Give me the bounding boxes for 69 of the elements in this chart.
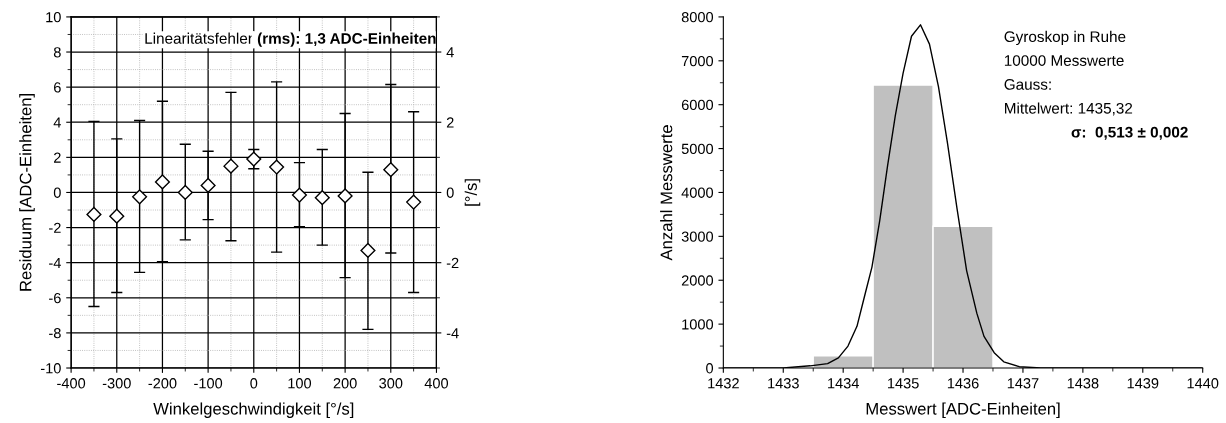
y-tick-label: -2 <box>49 222 61 233</box>
annotation: Mittelwert: 1435,32 <box>1005 102 1133 116</box>
x-tick-label: 1432 <box>708 378 739 389</box>
y-tick-label: 7000 <box>681 55 714 67</box>
y-axis-title: Residuum [ADC-Einheiten] <box>19 94 35 291</box>
y-tick-label: -8 <box>49 328 61 339</box>
x-tick-label: 1434 <box>828 378 859 389</box>
point <box>291 187 308 203</box>
y-tick-label: -4 <box>49 257 61 268</box>
x-tick-label: -400 <box>57 378 86 389</box>
y-tick-label: 2 <box>54 152 61 163</box>
annotation: σ: 0,513 ± 0,002 <box>1071 126 1188 140</box>
y-axis-title: Anzahl Messwerte <box>660 125 673 261</box>
point <box>177 184 193 201</box>
y-tick-label: 1000 <box>682 319 714 330</box>
point <box>406 194 422 210</box>
y-tick-label: 6000 <box>681 99 714 111</box>
annotation: Linearitätsfehler <box>145 32 253 44</box>
x-tick-label: 100 <box>288 378 312 389</box>
x-tick-label: 300 <box>379 378 403 389</box>
x-tick-label: 1435 <box>887 378 919 389</box>
x-axis-title: Winkelgeschwindigkeit [°/s] <box>153 402 354 418</box>
y-tick-label: 0 <box>53 187 61 198</box>
x-tick-label: 1437 <box>1007 378 1039 389</box>
y-tick-label: 4 <box>53 117 61 128</box>
y-tick-label: -10 <box>40 363 61 374</box>
y-tick-label: 8000 <box>681 12 714 23</box>
point <box>223 158 239 174</box>
x-tick-label: 200 <box>333 378 357 389</box>
y2-tick-label: 2 <box>446 117 454 128</box>
y2-tick-label: -4 <box>446 328 459 339</box>
point <box>337 188 353 204</box>
point <box>132 189 148 205</box>
y2-tick-label: 4 <box>446 47 454 58</box>
point <box>154 174 171 190</box>
x-axis-title: Messwert [ADC-Einheiten] <box>866 402 1060 418</box>
x-tick-label: 1440 <box>1187 378 1219 389</box>
x-tick-label: -100 <box>194 378 223 389</box>
x-tick-label: 0 <box>250 378 258 389</box>
y-tick-label: 2000 <box>681 275 714 286</box>
x-tick-label: 1433 <box>768 378 799 389</box>
point <box>200 177 216 194</box>
x-tick-label: 400 <box>424 378 449 389</box>
x-tick-label: 1438 <box>1067 378 1099 389</box>
point <box>314 190 330 206</box>
point <box>360 242 376 258</box>
y2-tick-label: 0 <box>446 187 454 198</box>
y-tick-label: 10 <box>46 12 61 23</box>
y-tick-label: 0 <box>706 363 714 374</box>
y-tick-label: 8 <box>53 47 61 58</box>
annotation: (rms): 1,3 ADC-Einheiten <box>257 32 436 47</box>
y-tick-label: 5000 <box>681 143 714 155</box>
x-tick-label: 1436 <box>947 378 979 389</box>
annotation: 10000 Messwerte <box>1004 55 1124 66</box>
x-tick-label: -200 <box>148 378 177 389</box>
point <box>109 208 125 224</box>
point <box>269 159 285 175</box>
y-tick-label: 6 <box>54 82 61 93</box>
x-tick-label: -300 <box>102 378 131 389</box>
point <box>383 162 399 178</box>
point <box>86 206 102 222</box>
y-tick-label: 4000 <box>681 187 714 198</box>
y2-tick-label: -2 <box>446 257 459 268</box>
x-tick-label: 1439 <box>1127 378 1159 389</box>
y-tick-label: -6 <box>49 292 61 304</box>
annotation: Gyroskop in Ruhe <box>1004 30 1126 46</box>
annotation: Gauss: <box>1004 79 1051 90</box>
y-tick-label: 3000 <box>681 231 714 242</box>
y2-axis-title: [°/s] <box>464 179 481 206</box>
